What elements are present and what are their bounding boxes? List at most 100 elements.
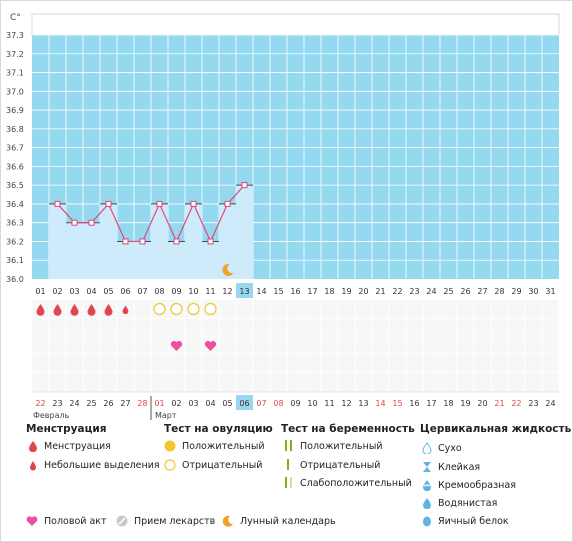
legend-item-ovulation-negative: Отрицательный bbox=[164, 459, 262, 471]
cycle-day-label: 16 bbox=[290, 287, 300, 296]
temperature-bar bbox=[236, 185, 253, 279]
y-tick-label: 36.6 bbox=[6, 162, 24, 171]
calendar-date-label: 22 bbox=[511, 399, 521, 408]
menstruation-drop-icon bbox=[70, 304, 79, 316]
cycle-day-label: 29 bbox=[511, 287, 521, 296]
temperature-point bbox=[122, 238, 129, 245]
moon-icon bbox=[222, 263, 234, 276]
cycle-day-label: 22 bbox=[392, 287, 402, 296]
legend-label: Яичный белок bbox=[438, 515, 509, 527]
cycle-day-label: 07 bbox=[137, 287, 147, 296]
month-label: Март bbox=[155, 411, 177, 420]
temperature-point bbox=[71, 219, 78, 226]
legend-item-medication: Прием лекарств bbox=[116, 515, 215, 527]
legend-item-intercourse: Половой акт bbox=[26, 515, 107, 527]
drop-outline-icon bbox=[422, 442, 432, 454]
calendar-date-label: 14 bbox=[375, 399, 385, 408]
cycle-day-label: 18 bbox=[324, 287, 334, 296]
temperature-point bbox=[224, 200, 231, 207]
calendar-date-label: 13 bbox=[358, 399, 368, 408]
cycle-day-label: 10 bbox=[188, 287, 198, 296]
temperature-bar bbox=[151, 203, 168, 279]
temperature-point bbox=[54, 200, 61, 207]
cycle-day-label: 08 bbox=[154, 287, 164, 296]
cycle-day-label: 15 bbox=[273, 287, 283, 296]
temperature-bar bbox=[83, 222, 100, 279]
y-tick-label: 36.9 bbox=[6, 106, 24, 115]
ovulation-negative-icon bbox=[187, 302, 200, 316]
y-tick-label: 36.3 bbox=[6, 219, 24, 228]
temperature-bar bbox=[134, 241, 151, 279]
temperature-bar bbox=[66, 222, 83, 279]
legend-item-eggwhite: Яичный белок bbox=[422, 515, 509, 527]
calendar-date-label: 23 bbox=[528, 399, 538, 408]
legend-item-sticky: Клейкая bbox=[422, 461, 480, 473]
drop-red-icon bbox=[29, 441, 37, 452]
calendar-date-label: 21 bbox=[494, 399, 504, 408]
legend-item-pregnancy-positive: Положительный bbox=[284, 440, 383, 452]
calendar-date-label: 28 bbox=[137, 399, 147, 408]
cycle-day-label: 05 bbox=[103, 287, 113, 296]
temperature-point bbox=[173, 238, 180, 245]
legend-label: Положительный bbox=[182, 440, 265, 452]
current-date-highlight bbox=[236, 395, 253, 410]
calendar-date-label: 23 bbox=[52, 399, 62, 408]
cycle-day-label: 27 bbox=[477, 287, 487, 296]
chart-top-band bbox=[31, 13, 560, 36]
plot-area bbox=[32, 35, 559, 279]
temperature-bar bbox=[202, 241, 219, 279]
y-tick-label: 36.2 bbox=[6, 237, 24, 246]
cycle-day-label: 13 bbox=[239, 287, 249, 296]
calendar-date-label: 24 bbox=[545, 399, 555, 408]
legend-item-spotting: Небольшие выделения bbox=[28, 459, 160, 471]
current-day-highlight bbox=[236, 283, 253, 298]
calendar-date-label: 20 bbox=[477, 399, 487, 408]
moon-icon bbox=[222, 515, 233, 527]
legend-label: Положительный bbox=[300, 440, 383, 452]
calendar-date-label: 05 bbox=[222, 399, 232, 408]
legend-label: Сухо bbox=[438, 442, 462, 454]
pill-icon bbox=[116, 515, 128, 527]
calendar-date-label: 01 bbox=[154, 399, 164, 408]
menstruation-drop-icon bbox=[53, 304, 62, 316]
legend-label: Лунный календарь bbox=[240, 515, 336, 527]
yellow-circle-icon bbox=[164, 440, 176, 452]
menstruation-drop-icon bbox=[122, 305, 129, 315]
month-label: Февраль bbox=[33, 411, 70, 420]
legend-title-ovulation: Тест на овуляцию bbox=[164, 423, 273, 435]
legend-item-ovulation-positive: Положительный bbox=[164, 440, 265, 452]
y-tick-label: 37.2 bbox=[6, 50, 24, 59]
temperature-point bbox=[105, 200, 112, 207]
calendar-date-label: 19 bbox=[460, 399, 470, 408]
temperature-bar bbox=[168, 241, 185, 279]
cycle-day-label: 21 bbox=[375, 287, 385, 296]
legend-label: Водянистая bbox=[438, 497, 498, 509]
legend-label: Отрицательный bbox=[300, 459, 381, 471]
legend-item-watery: Водянистая bbox=[422, 497, 497, 509]
temperature-point bbox=[190, 200, 197, 207]
legend-item-dry: Сухо bbox=[422, 442, 462, 454]
calendar-date-label: 15 bbox=[392, 399, 402, 408]
ovulation-negative-icon bbox=[204, 302, 217, 316]
cycle-day-label: 09 bbox=[171, 287, 181, 296]
temperature-bar bbox=[117, 241, 134, 279]
double-bar-green-icon bbox=[285, 440, 292, 451]
faint-bar-green-icon bbox=[285, 477, 292, 488]
legend-label: Кремообразная bbox=[438, 479, 516, 491]
temperature-bar bbox=[49, 203, 66, 279]
y-tick-label: 37.3 bbox=[6, 31, 24, 40]
calendar-date-label: 24 bbox=[69, 399, 79, 408]
calendar-date-label: 18 bbox=[443, 399, 453, 408]
legend-item-lunar: Лунный календарь bbox=[222, 515, 336, 527]
y-tick-label: 36.0 bbox=[6, 275, 24, 284]
legend-title-menstruation: Менструация bbox=[26, 423, 107, 435]
temperature-bar bbox=[185, 203, 202, 279]
legend-label: Слабоположительный bbox=[300, 477, 412, 489]
hourglass-icon bbox=[423, 462, 431, 472]
legend-label: Небольшие выделения bbox=[44, 459, 160, 471]
calendar-date-label: 08 bbox=[273, 399, 283, 408]
temperature-point bbox=[88, 219, 95, 226]
cycle-day-label: 23 bbox=[409, 287, 419, 296]
ovulation-negative-icon bbox=[170, 302, 183, 316]
temperature-bar bbox=[100, 203, 117, 279]
